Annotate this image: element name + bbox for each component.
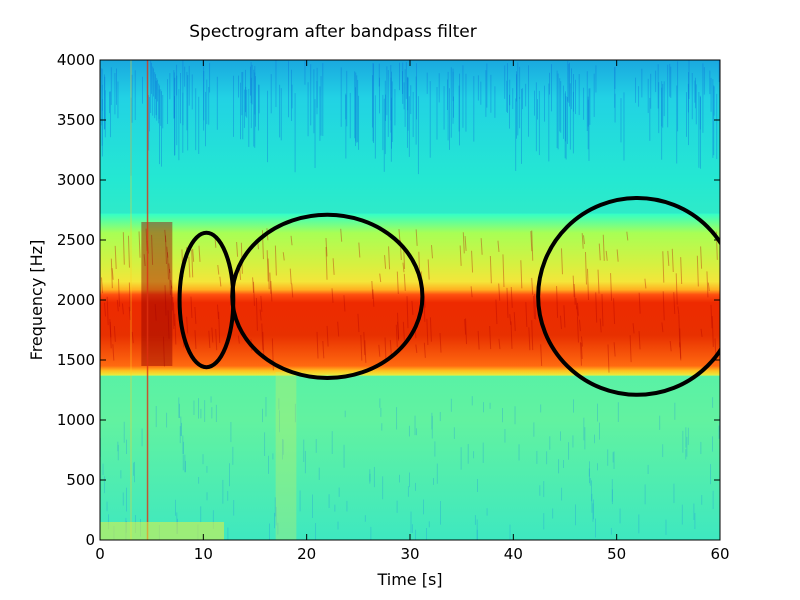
highlight-ellipses: [177, 196, 720, 397]
y-tick-label: 3000: [57, 171, 95, 189]
x-tick-label: 20: [297, 545, 316, 563]
y-tick-label: 4000: [57, 51, 95, 69]
y-axis-label: Frequency [Hz]: [27, 240, 46, 361]
y-tick-label: 0: [85, 531, 95, 549]
highlight-ellipse-3: [536, 196, 720, 397]
y-tick-label: 2000: [57, 291, 95, 309]
y-tick-label: 500: [66, 471, 95, 489]
highlight-ellipse-2: [230, 212, 425, 380]
spectrogram-texture: [100, 60, 720, 540]
x-tick-label: 10: [194, 545, 213, 563]
y-axis-ticks: 0 500 1000 1500 2000 2500 3000 3500 4000: [57, 51, 720, 549]
y-tick-label: 2500: [57, 231, 95, 249]
plot-area: [100, 60, 720, 540]
x-axis-ticks: 0 10 20 30 40 50 60: [95, 60, 730, 563]
chart-title: Spectrogram after bandpass filter: [189, 22, 477, 42]
x-axis-label: Time [s]: [376, 570, 442, 589]
passband-band: [100, 213, 720, 376]
y-tick-label: 3500: [57, 111, 95, 129]
x-tick-label: 40: [504, 545, 523, 563]
x-tick-label: 30: [400, 545, 419, 563]
x-tick-label: 50: [607, 545, 626, 563]
y-tick-label: 1000: [57, 411, 95, 429]
y-tick-label: 1500: [57, 351, 95, 369]
x-tick-label: 0: [95, 545, 105, 563]
x-tick-label: 60: [710, 545, 729, 563]
